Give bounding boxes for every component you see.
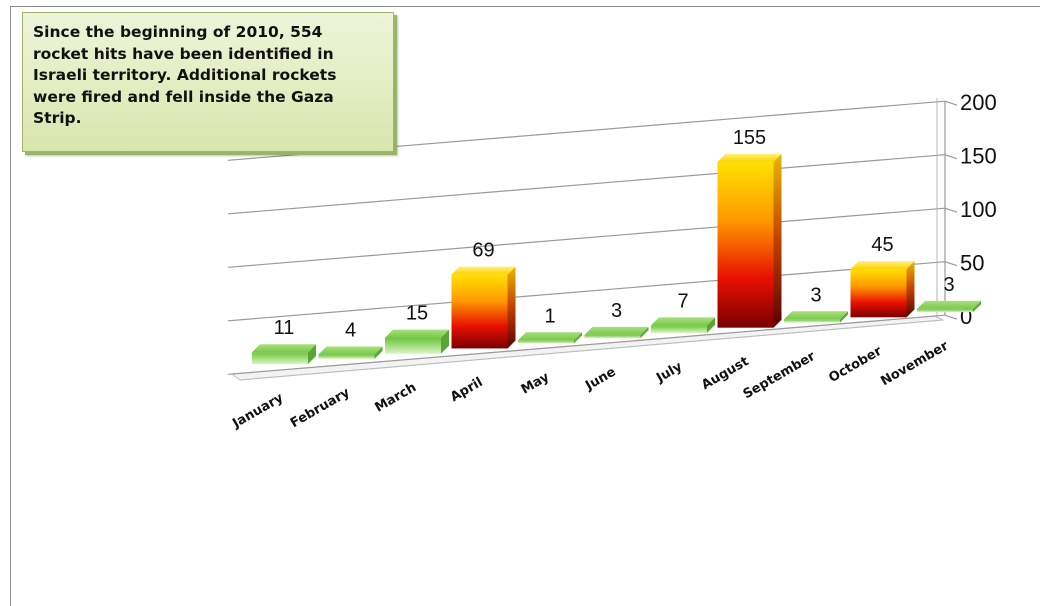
x-tick-label: September [741, 349, 819, 403]
bar-top [784, 311, 848, 320]
bar-top [451, 266, 516, 275]
bar-front [385, 337, 441, 354]
bar-side [906, 261, 915, 318]
tick-mark [944, 314, 958, 320]
data-labels: 11 4 15 69 1 3 7 155 3 45 3 [274, 127, 955, 342]
data-label: 45 [871, 234, 893, 256]
bar-front [784, 319, 840, 323]
bar-top [917, 300, 981, 309]
bar-side [308, 344, 316, 364]
bar-top [651, 317, 715, 326]
bar-front [850, 269, 907, 318]
bar-front [451, 274, 508, 349]
bar-top [385, 329, 449, 338]
bar [917, 300, 981, 313]
data-label: 69 [472, 240, 494, 262]
gridline [227, 261, 946, 322]
data-label: 3 [810, 284, 821, 306]
data-label: 11 [274, 317, 295, 339]
bar-front [917, 308, 973, 313]
bar-front [252, 352, 308, 364]
bar-side [973, 300, 981, 313]
x-tick-label: February [288, 385, 353, 431]
data-label: 1 [544, 305, 555, 327]
gridline [227, 314, 946, 375]
x-tick-label: January [229, 390, 286, 432]
data-label: 3 [943, 274, 954, 296]
bar [651, 317, 715, 333]
gridline [227, 207, 946, 268]
bar-side [773, 153, 782, 328]
tick-mark [944, 207, 958, 213]
bar-front [318, 354, 375, 359]
bar-top [717, 153, 782, 162]
bar-side [707, 317, 715, 333]
bar-front [651, 325, 707, 333]
x-tick-label: June [582, 364, 618, 394]
data-label: 3 [611, 300, 622, 322]
floor-front-edge [239, 319, 944, 381]
bar [385, 329, 449, 354]
bar-top [252, 344, 316, 353]
y-tick-label: 200 [960, 90, 997, 115]
x-tick-label: May [519, 369, 553, 397]
bar-front [717, 161, 774, 328]
bar [850, 261, 915, 318]
bar-side [574, 332, 582, 344]
data-label: 15 [406, 303, 428, 325]
chart-frame [10, 6, 1040, 606]
bar-top [584, 326, 649, 335]
bar [717, 153, 782, 328]
gridlines [227, 100, 946, 381]
bar-top [850, 261, 915, 270]
y-tick-label: 100 [960, 197, 997, 222]
x-tick-label: March [372, 380, 419, 416]
data-label: 4 [345, 320, 356, 342]
bar [584, 326, 649, 339]
data-label: 7 [677, 290, 688, 312]
bar-side [640, 326, 649, 339]
data-label: 155 [733, 127, 766, 149]
bars [252, 153, 981, 364]
x-tick-label: April [448, 375, 486, 405]
bar-side [441, 329, 449, 354]
x-tick-label: October [826, 343, 885, 386]
bar-top [518, 332, 582, 341]
bar [784, 311, 848, 323]
bar-front [584, 334, 641, 339]
bar-front [518, 340, 574, 344]
gridline [227, 154, 946, 215]
bar-side [507, 266, 516, 349]
x-tick-label: November [878, 338, 951, 389]
bar [518, 332, 582, 344]
bar-side [374, 346, 383, 359]
tick-mark [944, 100, 958, 106]
bar [318, 346, 383, 359]
bar [451, 266, 516, 349]
x-tick-label: July [653, 359, 685, 386]
bar-side [840, 311, 848, 323]
y-tick-label: 50 [960, 251, 984, 276]
bar [252, 344, 316, 364]
tick-mark [944, 154, 958, 160]
y-tick-label: 150 [960, 144, 997, 169]
bar-top [318, 346, 383, 355]
tick-mark [944, 261, 958, 267]
annotation-box: Since the beginning of 2010, 554 rocket … [22, 12, 394, 152]
